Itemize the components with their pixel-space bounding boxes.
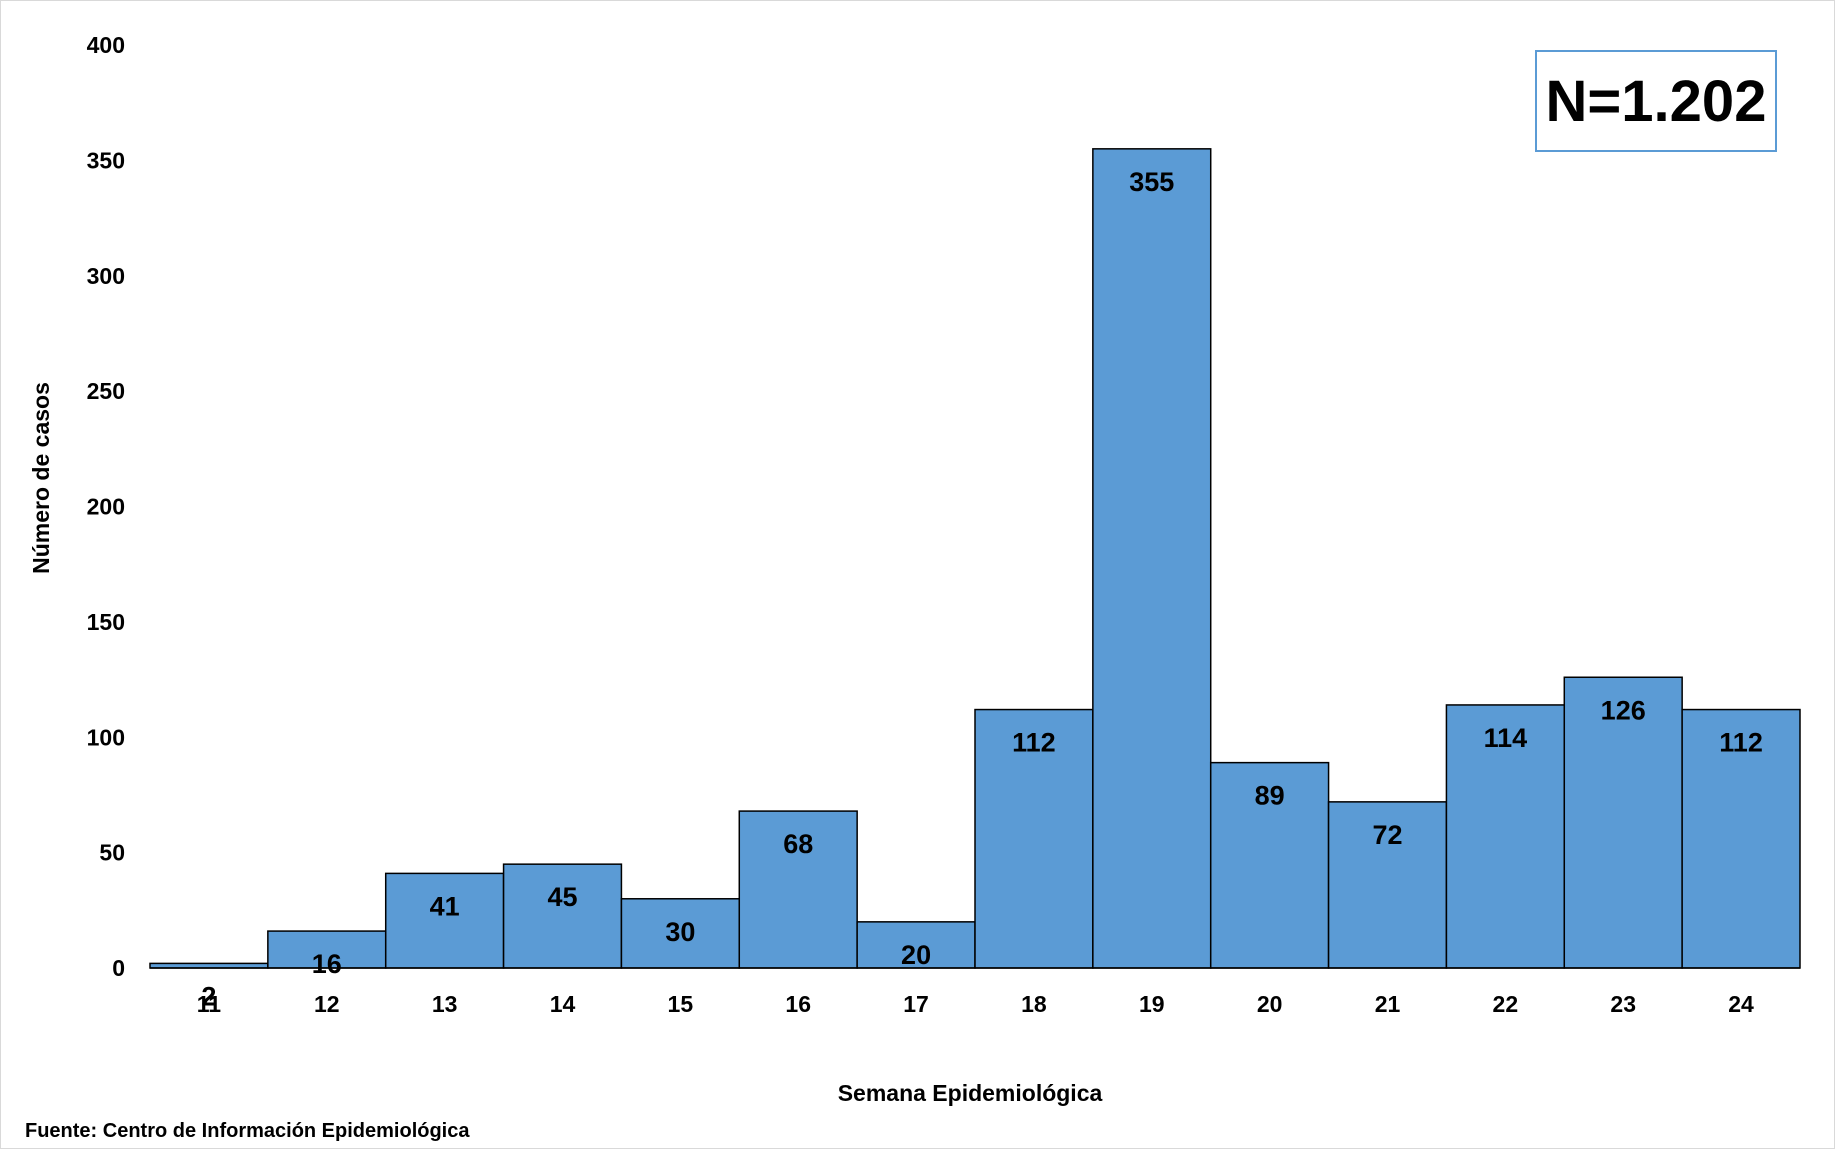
bar-week-20 (1209, 761, 1330, 969)
y-tick-label: 300 (87, 263, 125, 289)
data-label-week-13: 41 (430, 891, 460, 921)
data-label-week-20: 89 (1255, 781, 1285, 811)
x-axis-title: Semana Epidemiológica (838, 1080, 1103, 1106)
y-tick-label: 400 (87, 32, 125, 58)
bar-week-19 (1092, 148, 1212, 969)
data-label-week-18: 112 (1012, 728, 1056, 758)
source-note: Fuente: Centro de Información Epidemioló… (25, 1120, 470, 1142)
x-tick-label: 17 (903, 991, 929, 1017)
data-label-week-16: 68 (783, 829, 813, 859)
data-label-week-14: 45 (547, 882, 577, 912)
data-label-week-12: 16 (312, 949, 342, 979)
x-tick-label: 19 (1139, 991, 1165, 1017)
bars (149, 148, 1801, 969)
y-axis-title: Número de casos (28, 382, 54, 574)
x-tick-label: 16 (785, 991, 811, 1017)
y-tick-label: 150 (87, 609, 125, 635)
y-tick-label: 50 (99, 840, 125, 866)
x-tick-label: 24 (1728, 991, 1754, 1017)
bar-week-23 (1563, 676, 1683, 969)
x-tick-label: 12 (314, 991, 340, 1017)
bar-week-12 (267, 930, 387, 969)
data-labels: 2 16 41 45 30 68 20 112 355 89 72 114 126 112 (201, 167, 1762, 1012)
x-axis-ticks: 11 12 13 14 15 16 17 18 19 20 21 22 23 24 (197, 991, 1754, 1017)
data-label-week-24: 112 (1719, 728, 1763, 758)
y-tick-label: 350 (87, 147, 125, 173)
x-tick-label: 22 (1493, 991, 1519, 1017)
y-tick-label: 100 (87, 724, 125, 750)
bar-week-16 (738, 810, 858, 969)
x-tick-label: 18 (1021, 991, 1047, 1017)
x-tick-label: 21 (1375, 991, 1401, 1017)
bar-week-13 (384, 872, 505, 969)
x-tick-label: 15 (668, 991, 694, 1017)
bar-week-22 (1445, 704, 1566, 969)
total-count-box: N=1.202 (1535, 50, 1777, 152)
data-label-week-22: 114 (1484, 723, 1528, 753)
y-tick-label: 250 (87, 378, 125, 404)
x-tick-label: 20 (1257, 991, 1283, 1017)
x-tick-label: 13 (432, 991, 458, 1017)
y-axis-ticks: 0 50 100 150 200 250 300 350 400 (87, 32, 125, 981)
x-tick-label: 23 (1610, 991, 1636, 1017)
y-tick-label: 200 (87, 494, 125, 520)
y-tick-label: 0 (112, 955, 125, 981)
data-label-week-17: 20 (901, 940, 931, 970)
bar-week-15 (620, 898, 741, 969)
data-label-week-23: 126 (1601, 695, 1646, 725)
data-label-week-11: 2 (201, 981, 216, 1011)
data-label-week-19: 355 (1129, 167, 1174, 197)
total-count-text: N=1.202 (1545, 68, 1767, 134)
data-label-week-15: 30 (665, 917, 695, 947)
bar-week-21 (1327, 801, 1448, 969)
data-label-week-21: 72 (1372, 820, 1402, 850)
bar-week-14 (502, 863, 623, 969)
x-tick-label: 11 (197, 991, 222, 1017)
x-tick-label: 14 (550, 991, 576, 1017)
